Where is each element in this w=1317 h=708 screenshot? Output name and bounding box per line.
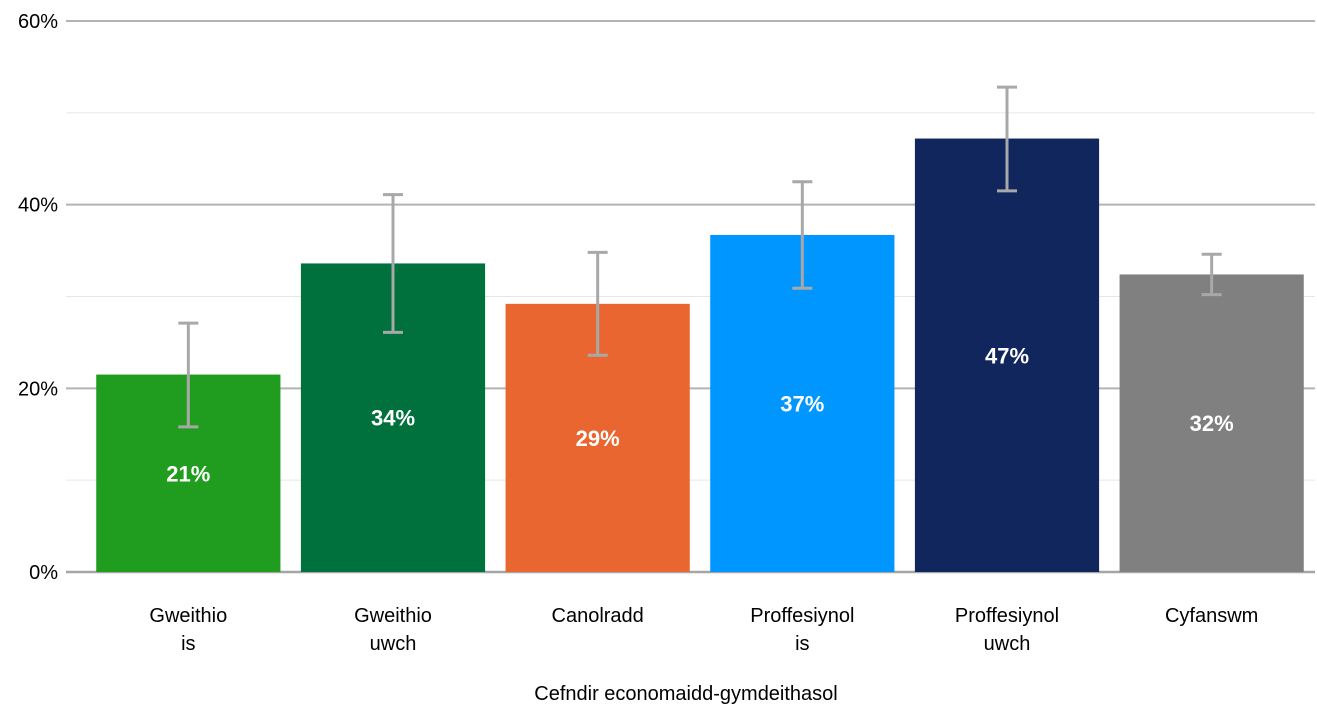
data-label: 34% [371,406,415,431]
data-labels: 21% 34% 29% 37% 47% 32% [166,343,1233,486]
y-tick-label: 20% [18,378,58,400]
y-tick-label: 40% [18,195,58,217]
x-category-label: Cyfanswm [1165,605,1258,627]
x-category-label: Gweithio [354,605,432,627]
y-tick-label: 60% [18,11,58,33]
bars [96,138,1304,572]
y-tick-label: 0% [29,562,58,584]
x-category-label: uwch [370,633,417,655]
bar [1119,274,1304,572]
bar [710,234,895,572]
x-category-label: Gweithio [149,605,227,627]
data-label: 21% [166,461,210,486]
x-axis-label: Cefndir economaidd-gymdeithasol [534,683,838,705]
x-category-label: Canolradd [552,605,644,627]
x-axis-categories: Gweithio is Gweithio uwch Canolradd Proffesiy… [149,605,1258,655]
bar [914,138,1100,572]
data-label: 32% [1190,411,1234,436]
error-bars [178,85,1222,429]
x-category-label: uwch [984,633,1031,655]
y-axis-ticks: 0% 20% 40% 60% [18,11,58,584]
data-label: 47% [985,343,1029,368]
data-label: 37% [780,391,824,416]
x-category-label: is [181,633,195,655]
x-category-label: is [795,633,809,655]
data-label: 29% [576,426,620,451]
x-category-label: Proffesiynol [750,605,854,627]
x-category-label: Proffesiynol [955,605,1059,627]
